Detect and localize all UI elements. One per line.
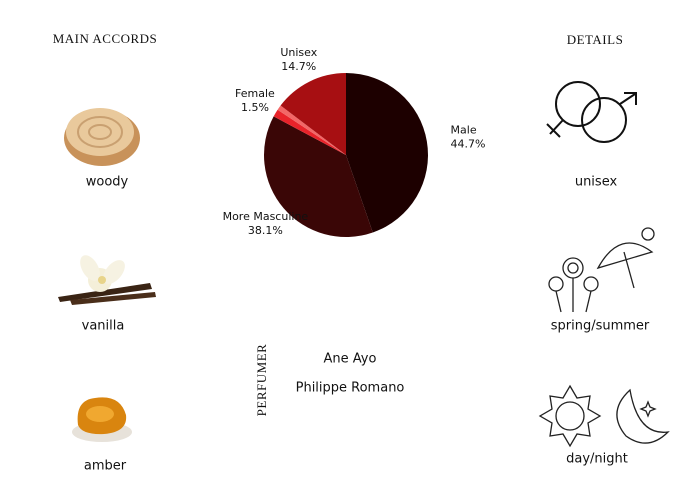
woody-image — [64, 108, 140, 166]
slice-value: 38.1% — [248, 224, 283, 237]
slice-value: 44.7% — [451, 137, 486, 150]
slice-label: Female — [235, 87, 275, 100]
pie-slice — [273, 109, 346, 155]
pie-slice — [280, 73, 346, 155]
perfumer-title: PERFUMER — [254, 344, 269, 417]
perfumer-name: Philippe Romano — [296, 381, 405, 396]
vanilla-image — [58, 255, 156, 305]
accords-title: MAIN ACCORDS — [53, 31, 158, 46]
accord-label: vanilla — [82, 319, 125, 334]
details-title: DETAILS — [567, 32, 624, 47]
detail-label: unisex — [575, 175, 618, 190]
detail-label: spring/summer — [551, 319, 650, 334]
slice-label: Male — [451, 123, 477, 136]
season-icon — [548, 227, 655, 313]
unisex-icon — [546, 81, 637, 143]
daynight-icon — [538, 384, 670, 448]
detail-label: day/night — [566, 452, 628, 467]
accord-label: woody — [86, 175, 129, 190]
perfumer-name: Ane Ayo — [324, 352, 377, 367]
slice-label: Unisex — [280, 46, 317, 59]
slice-value: 1.5% — [241, 101, 269, 114]
accord-label: amber — [84, 459, 127, 474]
slice-label: More Masculine — [223, 210, 309, 223]
pie-slice — [346, 73, 428, 233]
pie-slice — [264, 116, 373, 237]
pie-slice — [277, 105, 346, 155]
slice-value: 14.7% — [281, 60, 316, 73]
amber-image — [72, 397, 132, 442]
